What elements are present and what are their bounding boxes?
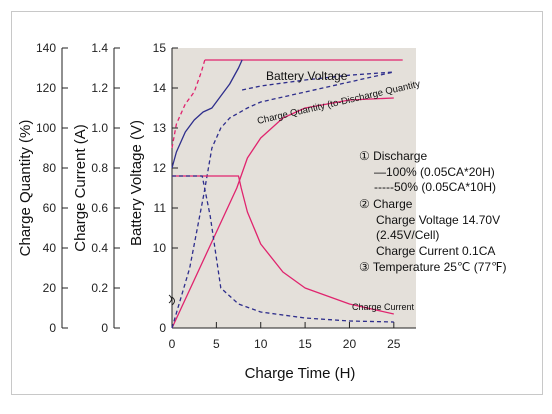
- quantity-tick-label: 120: [36, 81, 56, 95]
- series-voltage-solid-2: [171, 59, 243, 169]
- x-tick-label: 20: [343, 337, 357, 351]
- current-axis-title: Charge Current (A): [72, 124, 89, 252]
- voltage-axis-title: Battery Voltage (V): [128, 120, 145, 246]
- x-tick-label: 5: [213, 337, 220, 351]
- note-discharge-50: -----50% (0.05CA*10H): [374, 180, 496, 194]
- note-charge-per-cell: (2.45V/Cell): [376, 228, 439, 242]
- series-voltage-dashed-3: [241, 71, 394, 91]
- quantity-tick-label: 20: [43, 281, 57, 295]
- current-tick-label: 1.4: [91, 41, 108, 55]
- charge-current-curve-label: Charge Current: [352, 302, 415, 312]
- note-discharge-title: ① Discharge: [359, 149, 427, 163]
- quantity-axis-title: Charge Quantity (%): [17, 120, 34, 257]
- note-charge-title: ② Charge: [359, 197, 413, 211]
- current-tick-label: 1.2: [91, 81, 108, 95]
- current-tick-label: 0.8: [91, 161, 108, 175]
- voltage-tick-label: 14: [153, 81, 167, 95]
- quantity-tick-label: 100: [36, 121, 56, 135]
- quantity-tick-label: 140: [36, 41, 56, 55]
- voltage-tick-label: 13: [153, 121, 167, 135]
- current-tick-label: 0.6: [91, 201, 108, 215]
- x-tick-label: 10: [254, 337, 268, 351]
- note-charge-current: Charge Current 0.1CA: [376, 244, 495, 258]
- series-quantity-solid-4: [171, 97, 394, 329]
- x-axis-title: Charge Time (H): [245, 365, 356, 382]
- voltage-tick-label: 15: [153, 41, 167, 55]
- note-charge-voltage: Charge Voltage 14.70V: [376, 213, 500, 227]
- quantity-tick-label: 40: [43, 241, 57, 255]
- x-tick-label: 15: [298, 337, 312, 351]
- series-quantity-dashed-5: [171, 71, 394, 329]
- current-tick-label: 0.4: [91, 241, 108, 255]
- quantity-tick-label: 60: [43, 201, 57, 215]
- voltage-tick-label: 0: [159, 321, 166, 335]
- quantity-tick-label: 0: [49, 321, 56, 335]
- series-current-solid-6: [172, 175, 394, 315]
- quantity-tick-label: 80: [43, 161, 57, 175]
- voltage-tick-label: 10: [153, 241, 167, 255]
- voltage-axis-break: [168, 294, 175, 306]
- battery-voltage-curve-label: Battery Voltage: [266, 69, 348, 83]
- note-temperature: ③ Temperature 25℃ (77℉): [359, 260, 507, 274]
- voltage-tick-label: 12: [153, 161, 167, 175]
- x-tick-label: 25: [387, 337, 401, 351]
- series-voltage-dashed-1: [171, 59, 206, 149]
- current-tick-label: 1.0: [91, 121, 108, 135]
- x-tick-label: 0: [169, 337, 176, 351]
- voltage-tick-label: 11: [154, 201, 167, 215]
- series-current-dashed-7: [172, 175, 394, 323]
- note-discharge-100: —100% (0.05CA*20H): [374, 165, 495, 179]
- current-tick-label: 0: [101, 321, 108, 335]
- current-tick-label: 0.2: [91, 281, 108, 295]
